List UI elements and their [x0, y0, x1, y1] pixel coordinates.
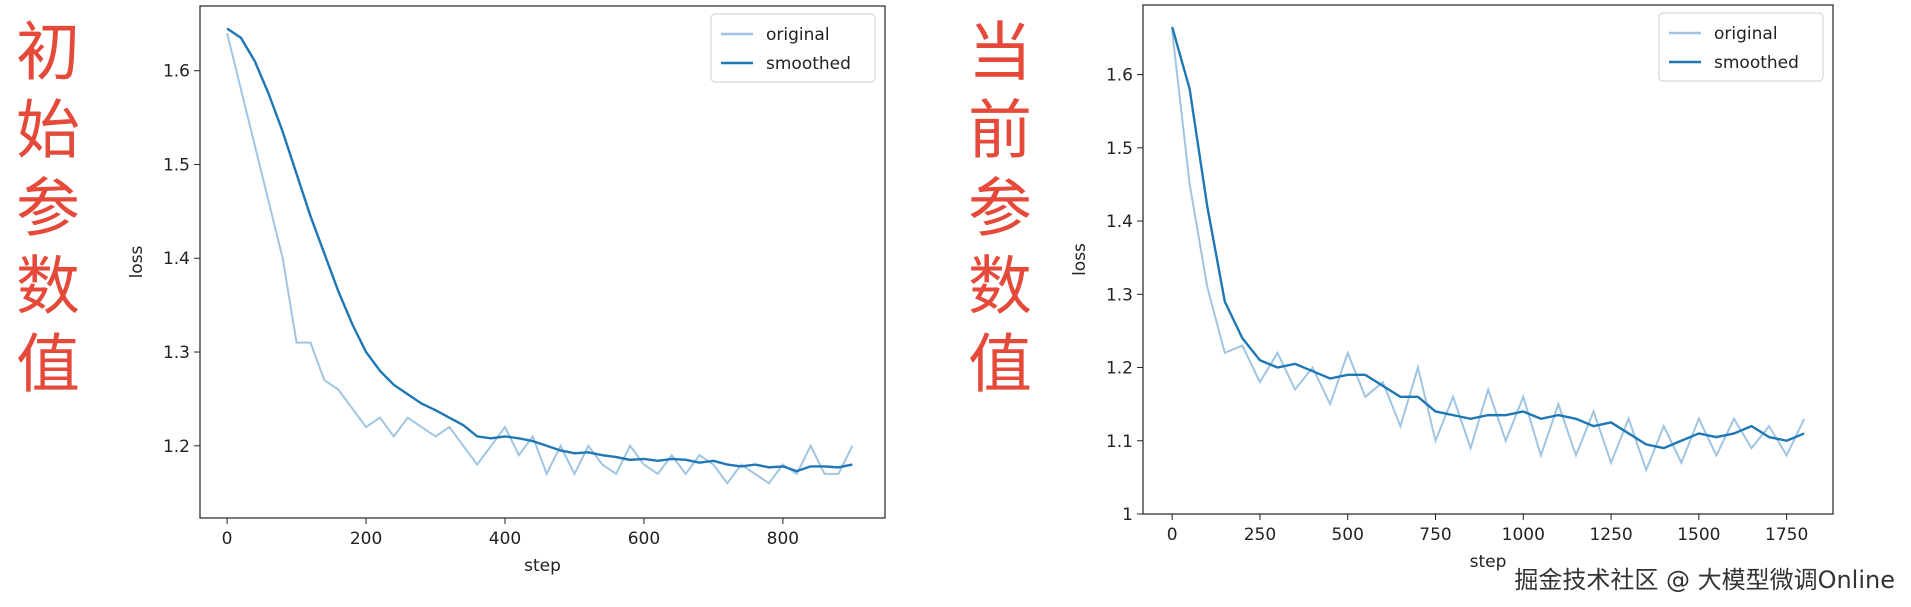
plot-frame: [1142, 4, 1834, 515]
x-axis-label: step: [524, 556, 561, 576]
x-tick-label: 0: [1167, 525, 1178, 545]
line: [1170, 26, 1805, 450]
y-tick-label: 1.6: [163, 62, 190, 82]
x-axis-label: step: [1470, 552, 1507, 572]
x-tick-label: 500: [1331, 525, 1363, 545]
y-tick-label: 1.2: [163, 437, 190, 457]
line: [226, 27, 853, 473]
x-tick-label: 750: [1419, 525, 1451, 545]
line: [226, 32, 854, 485]
legend-label: smoothed: [766, 54, 851, 74]
line: [1171, 30, 1806, 473]
x-tick-label: 1500: [1677, 525, 1720, 545]
x-tick-label: 600: [628, 529, 660, 549]
legend-label: smoothed: [1714, 53, 1799, 73]
legend-label: original: [766, 25, 830, 45]
y-tick-label: 1.3: [163, 343, 190, 363]
y-tick-label: 1.2: [1106, 359, 1133, 379]
y-tick-label: 1.4: [163, 249, 190, 269]
x-tick-label: 800: [767, 529, 799, 549]
y-tick-label: 1.5: [163, 155, 190, 175]
y-tick-label: 1: [1122, 505, 1133, 525]
y-tick-label: 1.1: [1106, 432, 1133, 452]
legend-box: [710, 13, 876, 83]
x-tick-label: 1750: [1765, 525, 1808, 545]
x-tick-label: 1250: [1589, 525, 1632, 545]
x-tick-label: 1000: [1502, 525, 1545, 545]
watermark: 掘金技术社区 @ 大模型微调Online: [1514, 566, 1895, 594]
x-tick-label: 400: [489, 529, 521, 549]
y-axis-label: loss: [1070, 243, 1090, 276]
legend-label: original: [1714, 24, 1778, 44]
x-tick-label: 0: [222, 529, 233, 549]
x-tick-label: 250: [1244, 525, 1276, 545]
legend-box: [1658, 12, 1824, 82]
y-tick-label: 1.5: [1106, 139, 1133, 159]
side-label: 初始参数值: [5, 18, 79, 408]
plot-frame: [199, 5, 886, 519]
x-tick-label: 200: [350, 529, 382, 549]
side-label: 当前参数值: [957, 18, 1031, 408]
y-tick-label: 1.6: [1106, 66, 1133, 86]
y-axis-label: loss: [127, 245, 147, 278]
y-tick-label: 1.3: [1106, 285, 1133, 305]
y-tick-label: 1.4: [1106, 212, 1133, 232]
